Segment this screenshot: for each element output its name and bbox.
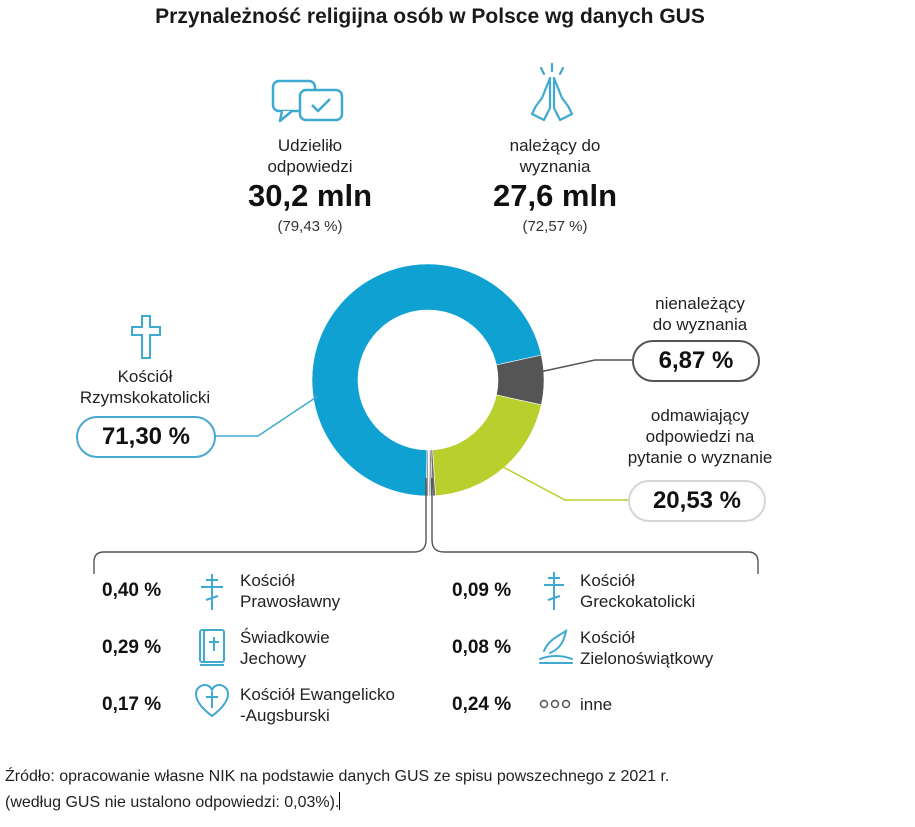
refused-pill: 20,53 % <box>628 480 766 522</box>
catholic-label-1: Kościół <box>117 367 173 386</box>
evangelical-name-2: -Augsburski <box>240 706 330 725</box>
catholic-label-2: Rzymskokatolicki <box>79 388 211 407</box>
jehovah-name-2: Jechowy <box>240 649 307 668</box>
belonging-value: 27,6 mln <box>492 178 618 213</box>
bible-icon <box>199 629 225 666</box>
refused-connector <box>489 459 628 501</box>
dots-icon <box>539 699 571 709</box>
minor-bracket-left <box>93 478 427 574</box>
jehovah-name-1: Świadkowie <box>240 628 330 647</box>
heart-cross-icon <box>194 683 230 718</box>
praying-hands-icon <box>530 62 574 122</box>
slice-refused <box>432 394 542 497</box>
slice-catholic <box>311 263 542 497</box>
refused-label-3: pytanie o wyznanie <box>627 448 773 467</box>
minor-bracket-right <box>431 478 759 574</box>
catholic-pill: 71,30 % <box>76 416 216 458</box>
other-name: inne <box>580 695 613 714</box>
answered-label-2: odpowiedzi <box>267 157 353 176</box>
nonbelonging-label-2: do wyznania <box>652 315 748 334</box>
greek-catholic-value: 0,09 % <box>452 580 512 601</box>
pentecostal-value: 0,08 % <box>452 637 512 658</box>
orthodox-name-1: Kościół <box>240 571 295 590</box>
other-value: 0,24 % <box>452 694 512 715</box>
nonbelonging-label-1: nienależący <box>655 294 745 313</box>
belonging-label-2: wyznania <box>519 157 591 176</box>
latin-cross-icon <box>131 315 161 359</box>
nonbelonging-pill: 6,87 % <box>632 340 760 382</box>
orthodox-value: 0,40 % <box>102 580 162 601</box>
answered-label-1: Udzieliło <box>277 136 343 155</box>
orthodox-cross-icon <box>201 574 223 610</box>
answered-value: 30,2 mln <box>247 178 373 213</box>
pentecostal-name-2: Zielonoświątkowy <box>580 649 714 668</box>
belonging-percent: (72,57 %) <box>522 218 588 235</box>
greek-cross-icon <box>544 572 564 610</box>
belonging-label-1: należący do <box>509 136 601 155</box>
greek-catholic-name-1: Kościół <box>580 571 635 590</box>
orthodox-name-2: Prawosławny <box>240 592 341 611</box>
nonbelonging-connector <box>534 359 632 374</box>
greek-catholic-name-2: Greckokatolicki <box>580 592 696 611</box>
text-cursor <box>339 792 341 810</box>
catholic-connector <box>214 395 319 437</box>
footer-source: Źródło: opracowanie własne NIK na podsta… <box>5 768 670 785</box>
refused-label-2: odpowiedzi na <box>645 427 755 446</box>
answered-percent: (79,43 %) <box>277 218 343 235</box>
refused-label-1: odmawiający <box>650 406 750 425</box>
dove-icon <box>539 628 573 664</box>
chat-bubbles-icon <box>271 79 344 123</box>
evangelical-value: 0,17 % <box>102 694 162 715</box>
chart-title: Przynależność religijna osób w Polsce wg… <box>155 5 705 28</box>
footer-note: (według GUS nie ustalono odpowiedzi: 0,0… <box>5 794 340 811</box>
evangelical-name-1: Kościół Ewangelicko <box>240 685 395 704</box>
pentecostal-name-1: Kościół <box>580 628 635 647</box>
jehovah-value: 0,29 % <box>102 637 162 658</box>
donut-slices <box>311 263 545 497</box>
